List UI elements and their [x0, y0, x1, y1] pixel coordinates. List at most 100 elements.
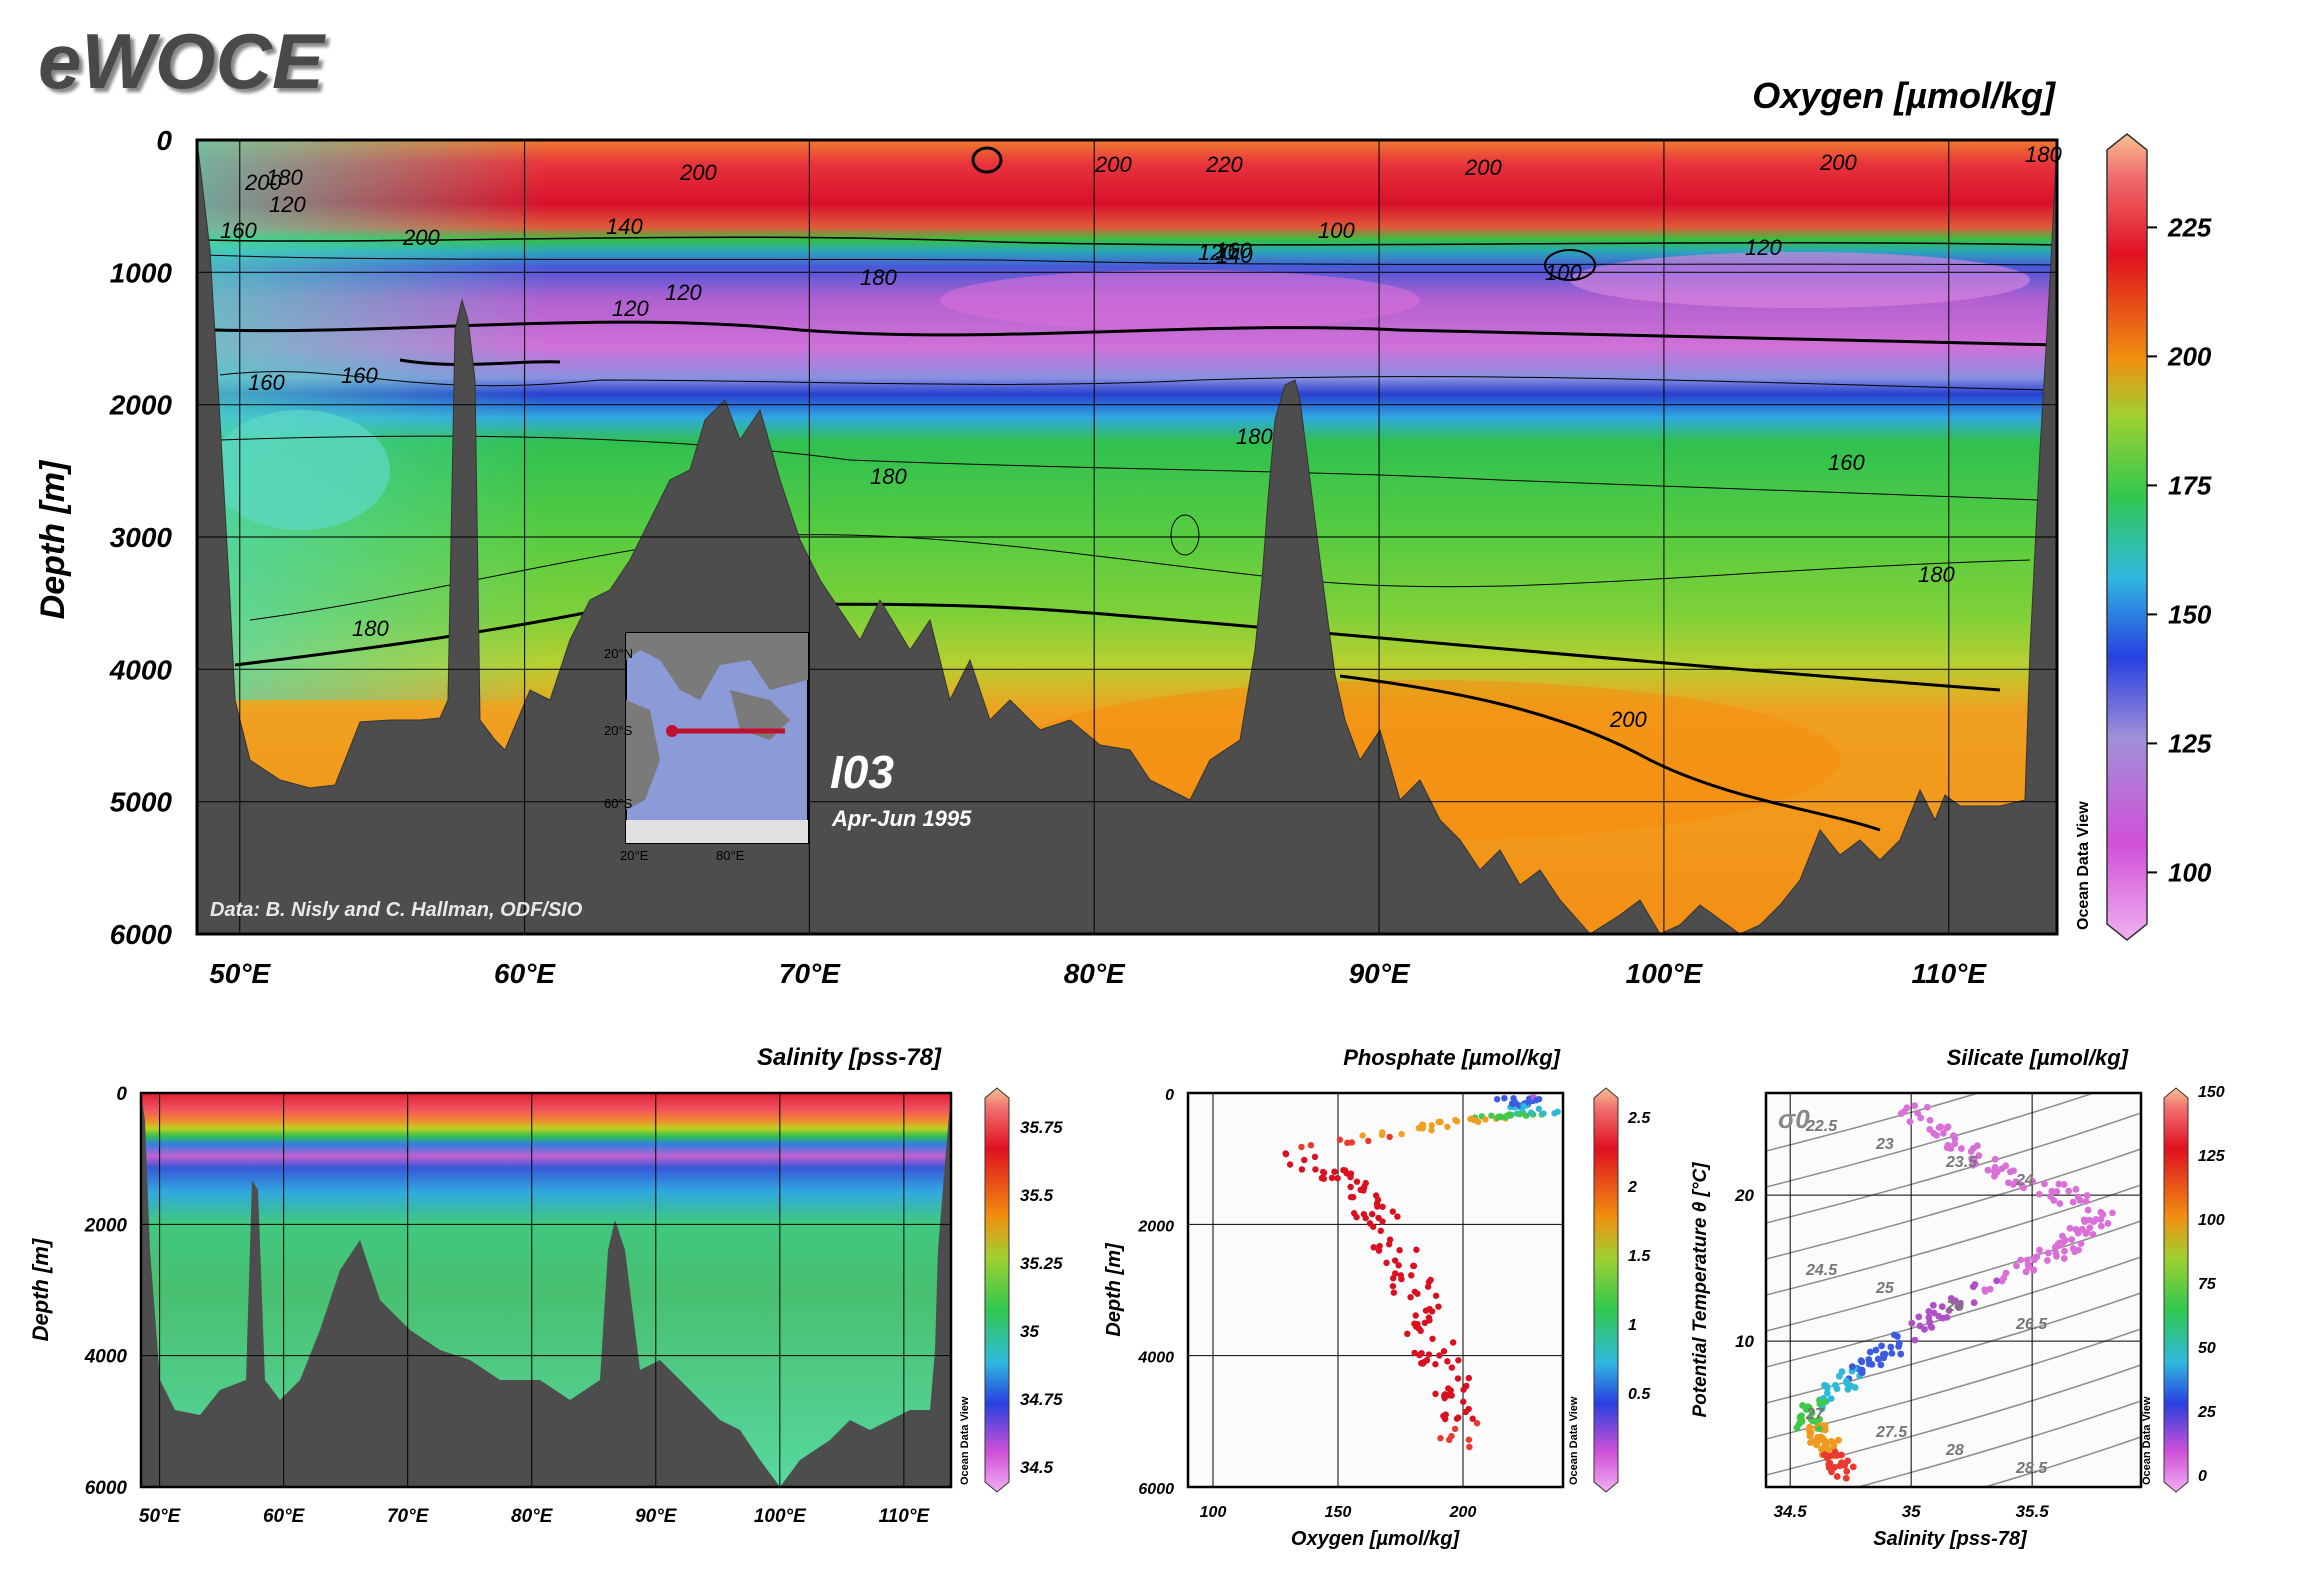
scatter-point — [1307, 1142, 1315, 1149]
contour-label: 200 — [1819, 150, 1857, 175]
isopycnal-line — [1766, 1093, 1981, 1152]
scatter-point — [1972, 1160, 1979, 1168]
contour-label: 160 — [1215, 238, 1252, 263]
scatter-point — [1359, 1132, 1366, 1139]
scatter-point — [1944, 1123, 1952, 1131]
colorbar-label: 25 — [2197, 1404, 2217, 1421]
scatter-point — [1421, 1358, 1428, 1366]
scatter-point — [2099, 1211, 2107, 1218]
scatter-point — [2036, 1246, 2043, 1254]
oxygen-section-plot: Oxygen [µmol/kg] — [34, 75, 2212, 989]
scatter-point — [1460, 1398, 1467, 1405]
scatter-point — [1374, 1196, 1382, 1204]
colorbar-label: 1 — [1628, 1317, 1637, 1334]
scatter-point — [1394, 1213, 1401, 1220]
contour-label: 120 — [1198, 240, 1235, 265]
scatter-point — [1825, 1460, 1833, 1468]
scatter-point — [1535, 1105, 1543, 1112]
scatter-point — [1389, 1275, 1397, 1282]
scatter-point — [1350, 1193, 1357, 1201]
scatter-point — [1383, 1259, 1390, 1267]
contour-label: 180 — [1918, 562, 1955, 587]
salinity-title: Salinity [pss-78] — [757, 1044, 942, 1071]
scatter-point — [1436, 1352, 1443, 1359]
scatter-point — [1835, 1436, 1842, 1444]
scatter-point — [1368, 1210, 1376, 1218]
scatter-point — [1528, 1109, 1535, 1116]
scatter-point — [1298, 1166, 1306, 1173]
scatter-point — [2077, 1240, 2085, 1247]
scatter-point — [1312, 1166, 1319, 1173]
scatter-point — [2025, 1263, 2033, 1271]
x-tick-label: 50°E — [209, 958, 271, 989]
scatter-point — [1793, 1424, 1801, 1432]
isopycnal-line — [1855, 1400, 2141, 1487]
scatter-point — [1428, 1122, 1435, 1129]
scatter-point — [1930, 1309, 1938, 1317]
isopycnal-line — [1766, 1292, 2141, 1404]
colorbar-label: 125 — [2198, 1148, 2226, 1165]
svg-text:60°S: 60°S — [604, 796, 633, 811]
ewoce-logo: eWOCE — [38, 17, 326, 105]
scatter-point — [1421, 1319, 1429, 1327]
contour-label: 120 — [1745, 235, 1782, 260]
main-ylabel: Depth [m] — [34, 459, 72, 619]
scatter-point — [2054, 1241, 2062, 1248]
scatter-point — [1917, 1114, 1925, 1122]
oxygen-minimum-patch — [940, 270, 1420, 330]
scatter-point — [1952, 1297, 1959, 1305]
scatter-point — [1347, 1183, 1354, 1191]
scatter-point — [2023, 1256, 2031, 1264]
y-tick-label: 0 — [1165, 1087, 1174, 1104]
scatter-point — [1821, 1422, 1829, 1430]
y-tick-label: 6000 — [85, 1478, 128, 1499]
isopycnal-line — [1766, 1184, 2141, 1296]
y-tick-label: 3000 — [110, 522, 173, 553]
silicate-points — [1793, 1102, 2116, 1482]
scatter-point — [1455, 1414, 1462, 1421]
salinity-section-plot: Salinity [pss-78] 0 2000 4000 6000 50°E 60°E… — [28, 1044, 1063, 1527]
scatter-point — [1817, 1445, 1825, 1453]
scatter-point — [1395, 1262, 1402, 1269]
scatter-point — [1374, 1203, 1381, 1210]
contour-label: 140 — [1216, 243, 1253, 268]
scatter-point — [1929, 1301, 1937, 1309]
colorbar-label: 0 — [2198, 1468, 2207, 1485]
colorbar-label: 200 — [2167, 341, 2212, 371]
colorbar-label: 2.5 — [1627, 1110, 1651, 1127]
x-tick-label: 90°E — [1349, 958, 1411, 989]
scatter-point — [1319, 1168, 1327, 1176]
scatter-point — [1842, 1474, 1850, 1482]
contour-label: 160 — [220, 218, 257, 243]
scatter-point — [2048, 1187, 2056, 1195]
scatter-point — [1455, 1357, 1462, 1364]
isopycnal-label: 27 — [1805, 1406, 1825, 1423]
isopycnal-label: 26 — [1945, 1298, 1964, 1315]
scatter-point — [1422, 1307, 1430, 1314]
data-credit: Data: B. Nisly and C. Hallman, ODF/SIO — [210, 899, 583, 921]
y-tick-label: 1000 — [110, 257, 173, 288]
scatter-point — [1437, 1118, 1444, 1126]
scatter-point — [1843, 1467, 1851, 1475]
scatter-point — [1369, 1223, 1377, 1230]
scatter-point — [1838, 1451, 1845, 1459]
scatter-point — [1508, 1111, 1515, 1119]
scatter-point — [1815, 1425, 1823, 1433]
scatter-point — [1408, 1272, 1415, 1279]
scatter-point — [1926, 1318, 1934, 1326]
scatter-point — [1442, 1411, 1449, 1418]
scatter-point — [1328, 1174, 1336, 1182]
svg-text:Depth [m]: Depth [m] — [28, 1238, 53, 1341]
x-tick-label: 35 — [1902, 1502, 1921, 1521]
scatter-point — [1838, 1368, 1846, 1375]
scatter-point — [1520, 1102, 1527, 1110]
scatter-point — [1398, 1130, 1405, 1138]
scatter-point — [1432, 1292, 1440, 1299]
scatter-point — [2089, 1230, 2097, 1238]
scatter-point — [1411, 1349, 1418, 1357]
contour-label: 120 — [612, 296, 649, 321]
scatter-point — [2072, 1226, 2080, 1233]
x-tick-label: 70°E — [779, 958, 841, 989]
scatter-point — [1469, 1415, 1476, 1422]
x-tick-label: 80°E — [511, 1506, 554, 1527]
